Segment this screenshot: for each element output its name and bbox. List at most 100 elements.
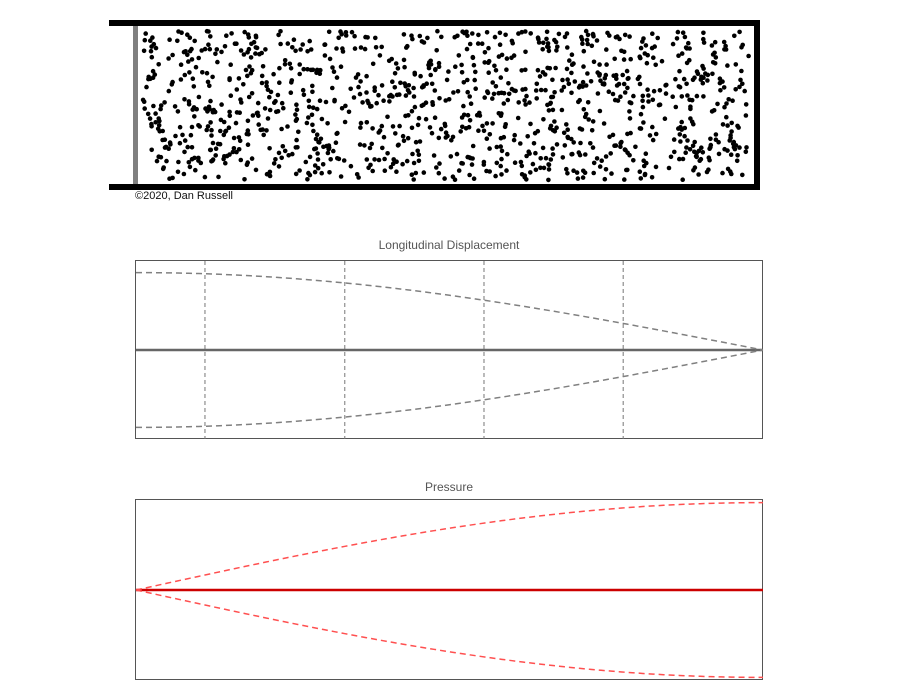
air-particle bbox=[343, 33, 349, 38]
air-particle bbox=[264, 171, 270, 177]
air-particle bbox=[307, 154, 313, 160]
air-particle bbox=[324, 143, 329, 149]
air-particle bbox=[536, 37, 541, 42]
air-particle bbox=[595, 91, 601, 96]
air-particle bbox=[564, 31, 570, 36]
air-particle bbox=[248, 55, 254, 60]
air-particle bbox=[738, 77, 743, 83]
air-particle bbox=[415, 122, 421, 128]
air-particle bbox=[193, 64, 199, 70]
air-particle bbox=[260, 127, 265, 132]
air-particle bbox=[390, 79, 395, 84]
air-particle bbox=[372, 85, 378, 90]
air-particle bbox=[150, 35, 155, 40]
air-particle bbox=[241, 82, 246, 87]
air-particle bbox=[306, 98, 312, 104]
air-particle bbox=[650, 137, 656, 143]
air-particle bbox=[428, 72, 434, 78]
air-particle bbox=[518, 141, 523, 146]
air-particle bbox=[582, 114, 588, 120]
air-particle bbox=[527, 100, 532, 105]
air-particle bbox=[358, 120, 364, 126]
air-particle bbox=[248, 70, 254, 76]
air-particle bbox=[538, 165, 543, 171]
air-particle bbox=[494, 144, 500, 150]
air-particle bbox=[306, 115, 311, 120]
air-particle bbox=[259, 80, 265, 86]
air-particle bbox=[625, 85, 630, 91]
air-particle bbox=[162, 145, 168, 150]
air-particle bbox=[417, 33, 423, 39]
air-particle bbox=[688, 116, 693, 121]
air-particle bbox=[238, 48, 244, 53]
air-particle bbox=[685, 93, 690, 98]
air-particle bbox=[341, 158, 347, 163]
air-particle bbox=[285, 41, 291, 46]
air-particle bbox=[682, 133, 687, 139]
air-particle bbox=[725, 166, 731, 172]
air-particle bbox=[325, 121, 330, 126]
air-particle bbox=[554, 142, 560, 147]
air-particle bbox=[597, 62, 602, 67]
air-particle bbox=[612, 56, 617, 62]
air-particle bbox=[231, 146, 237, 151]
air-particle bbox=[548, 123, 554, 129]
air-particle bbox=[190, 76, 196, 81]
air-particle bbox=[289, 80, 294, 85]
air-particle bbox=[700, 80, 706, 86]
air-particle bbox=[588, 79, 594, 84]
air-particle bbox=[713, 132, 719, 137]
air-particle bbox=[142, 37, 148, 43]
air-particle bbox=[177, 140, 183, 146]
air-particle bbox=[646, 93, 651, 98]
air-particle bbox=[189, 156, 195, 162]
air-particle bbox=[339, 106, 345, 111]
air-particle bbox=[410, 151, 415, 157]
air-particle bbox=[193, 167, 198, 173]
air-particle bbox=[427, 125, 433, 130]
air-particle bbox=[578, 140, 583, 146]
air-particle bbox=[650, 124, 655, 130]
air-particle bbox=[484, 121, 490, 126]
air-particle bbox=[468, 101, 474, 106]
air-particle bbox=[281, 105, 286, 111]
air-particle bbox=[473, 69, 478, 75]
air-particle bbox=[644, 60, 650, 66]
air-particle bbox=[388, 164, 394, 170]
air-particle bbox=[577, 126, 583, 131]
air-particle bbox=[601, 121, 607, 126]
air-particle bbox=[166, 146, 171, 151]
air-particle bbox=[499, 111, 504, 116]
air-particle bbox=[470, 31, 475, 36]
air-particle bbox=[234, 87, 240, 92]
air-particle bbox=[737, 84, 742, 90]
air-particle bbox=[637, 81, 643, 87]
air-particle bbox=[160, 137, 165, 143]
air-particle bbox=[142, 106, 147, 111]
air-particle bbox=[331, 148, 336, 154]
air-particle bbox=[481, 162, 487, 167]
air-particle bbox=[481, 128, 487, 134]
air-particle bbox=[716, 151, 722, 157]
air-particle bbox=[224, 153, 230, 159]
air-particle bbox=[411, 94, 417, 99]
air-particle bbox=[725, 123, 730, 128]
air-particle bbox=[498, 163, 504, 169]
air-particle bbox=[687, 97, 692, 103]
air-particle bbox=[672, 149, 677, 155]
air-particle bbox=[186, 99, 192, 104]
air-particle bbox=[249, 91, 255, 96]
air-particle bbox=[708, 136, 713, 142]
air-particle bbox=[205, 79, 211, 85]
air-particle bbox=[548, 157, 554, 162]
air-particle bbox=[446, 97, 452, 102]
air-particle bbox=[279, 155, 285, 161]
air-particle bbox=[376, 157, 382, 163]
air-particle bbox=[442, 121, 448, 127]
air-particle bbox=[482, 50, 488, 55]
air-particle bbox=[590, 145, 596, 150]
air-particle bbox=[386, 58, 392, 64]
air-particle bbox=[358, 79, 363, 84]
air-particle bbox=[499, 148, 505, 154]
air-particle bbox=[618, 144, 623, 150]
